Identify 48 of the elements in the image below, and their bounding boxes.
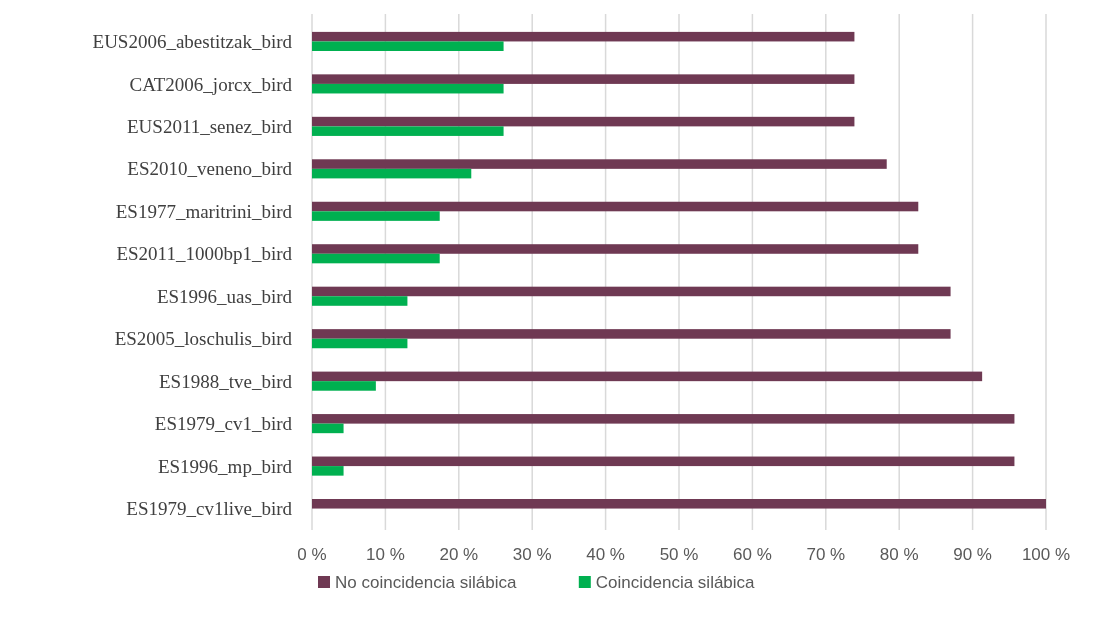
bar	[312, 499, 1046, 509]
x-tick-label: 0 %	[297, 545, 327, 564]
bar	[312, 338, 408, 349]
bar	[312, 456, 1015, 467]
bar	[312, 31, 855, 42]
bar	[312, 423, 344, 434]
y-tick-label: ES2010_veneno_bird	[127, 158, 293, 180]
bar	[312, 168, 472, 179]
y-tick-label: CAT2006_jorcx_bird	[129, 73, 293, 95]
bar	[312, 126, 504, 136]
bar	[312, 253, 440, 264]
x-tick-label: 80 %	[879, 545, 919, 564]
legend-label: No coincidencia silábica	[335, 573, 517, 592]
y-tick-label: EUS2006_abestitzak_bird	[92, 31, 293, 53]
bar	[312, 201, 919, 212]
y-tick-label: EUS2011_senez_bird	[127, 116, 293, 138]
bar	[312, 371, 983, 382]
bar	[312, 286, 951, 297]
y-tick-label: ES1979_cv1live_bird	[126, 498, 293, 520]
bar	[312, 83, 504, 94]
y-tick-label: ES1979_cv1_bird	[154, 413, 293, 435]
x-tick-label: 50 %	[659, 545, 699, 564]
bar	[312, 116, 855, 127]
y-tick-label: ES1988_tve_bird	[159, 370, 293, 392]
x-tick-label: 40 %	[586, 545, 625, 564]
y-tick-label: ES1996_mp_bird	[157, 455, 293, 477]
x-tick-label: 70 %	[806, 545, 846, 564]
y-tick-label: ES2011_1000bp1_bird	[116, 243, 293, 265]
bar	[312, 329, 951, 339]
x-tick-label: 60 %	[733, 545, 772, 564]
bar	[312, 296, 408, 306]
legend-label: Coincidencia silábica	[595, 573, 756, 592]
y-tick-label: ES1996_uas_bird	[156, 285, 293, 307]
y-tick-label: ES2005_loschulis_bird	[114, 328, 293, 350]
y-tick-label: ES1977_maritrini_bird	[115, 200, 293, 222]
x-tick-label: 90 %	[953, 545, 992, 564]
bar	[312, 74, 855, 84]
bar	[312, 159, 887, 169]
bar	[312, 381, 376, 391]
x-tick-label: 100 %	[1021, 545, 1071, 564]
bar	[312, 41, 504, 51]
bar	[312, 466, 344, 476]
bar	[312, 244, 919, 254]
x-tick-label: 10 %	[366, 545, 405, 564]
x-tick-label: 30 %	[512, 545, 552, 564]
bar	[312, 211, 440, 221]
bar	[312, 414, 1015, 424]
x-tick-label: 20 %	[439, 545, 479, 564]
